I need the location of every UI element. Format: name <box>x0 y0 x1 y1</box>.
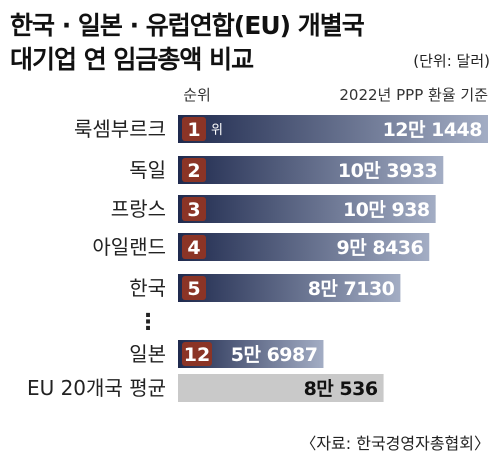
value-header: 2022년 PPP 환율 기준 <box>339 86 488 104</box>
bar <box>178 195 436 223</box>
value-label: 8만 536 <box>304 378 378 400</box>
rank-suffix: 위 <box>211 123 223 138</box>
value-label: 9만 8436 <box>337 237 424 259</box>
category-label: 아일랜드 <box>92 235 166 259</box>
rank-badge <box>182 158 206 182</box>
value-label: 10만 938 <box>343 199 430 221</box>
rank-badge <box>182 235 206 259</box>
average-bar <box>178 374 384 402</box>
bar <box>178 156 444 184</box>
rank-badge <box>182 276 206 300</box>
rank-header: 순위 <box>183 86 211 104</box>
rank-number: 3 <box>187 199 200 221</box>
category-label: 룩셈부르크 <box>74 117 166 141</box>
bar <box>178 233 430 261</box>
value-label: 12만 1448 <box>383 119 483 141</box>
value-label: 8만 7130 <box>308 278 395 300</box>
category-label: 일본 <box>129 342 166 366</box>
rank-badge <box>182 342 212 366</box>
rank-number: 4 <box>187 237 200 259</box>
rank-badge <box>182 117 206 141</box>
bar <box>178 274 401 302</box>
ellipsis: ⋮ <box>137 310 159 335</box>
rank-number: 2 <box>187 160 200 182</box>
rank-number: 1 <box>187 119 200 141</box>
bar <box>178 115 488 143</box>
category-label: 독일 <box>129 158 166 182</box>
category-label: 한국 <box>129 276 166 300</box>
value-label: 5만 6987 <box>231 344 318 366</box>
category-label: EU 20개국 평균 <box>27 376 166 400</box>
rank-badge <box>182 197 206 221</box>
rank-number: 12 <box>184 344 210 366</box>
category-label: 프랑스 <box>111 197 166 221</box>
title-line-1: 한국 · 일본 · 유럽연합(EU) 개별국 <box>10 11 365 40</box>
source-note: 〈자료: 한국경영자총협회〉 <box>300 434 490 453</box>
unit-note: (단위: 달러) <box>413 52 490 70</box>
value-label: 10만 3933 <box>338 160 437 182</box>
title-line-2: 대기업 연 임금총액 비교 <box>10 45 254 74</box>
rank-number: 5 <box>187 278 200 300</box>
